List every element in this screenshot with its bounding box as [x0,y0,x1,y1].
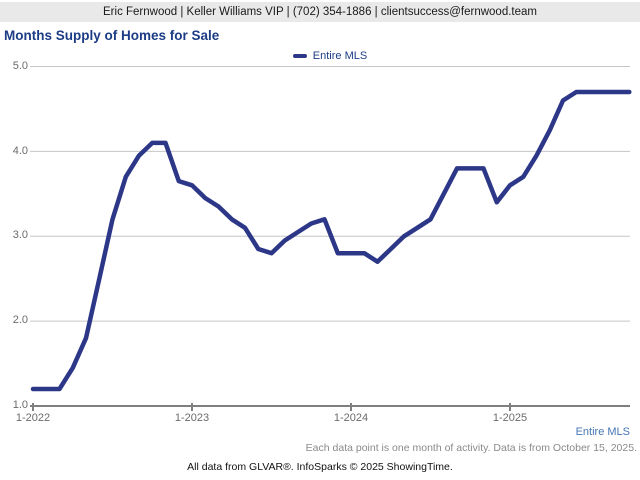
series-link[interactable]: Entire MLS [575,426,630,438]
chart-line [30,89,632,392]
data-note: Each data point is one month of activity… [305,442,637,454]
y-axis-tick-label: 5.0 [12,60,28,72]
contact-line: Eric Fernwood | Keller Williams VIP | (7… [103,6,537,18]
x-axis-tick-label: 1-2022 [15,412,51,424]
legend: Entire MLS [30,49,630,63]
legend-line-swatch-icon [292,54,307,58]
y-axis-tick-label: 2.0 [12,314,28,326]
header-bar: Eric Fernwood | Keller Williams VIP | (7… [0,2,640,22]
x-axis-tick-label: 1-2024 [333,412,369,424]
y-axis-tick-label: 3.0 [12,229,28,241]
y-axis-tick-label: 4.0 [12,145,28,157]
x-axis-tick-label: 1-2025 [492,412,528,424]
y-axis-tick-label: 1.0 [12,399,28,411]
x-axis-tick-label: 1-2023 [174,412,210,424]
attribution: All data from GLVAR®. InfoSparks © 2025 … [187,461,453,473]
legend-label: Entire MLS [312,50,368,62]
page-title: Months Supply of Homes for Sale [4,28,220,43]
